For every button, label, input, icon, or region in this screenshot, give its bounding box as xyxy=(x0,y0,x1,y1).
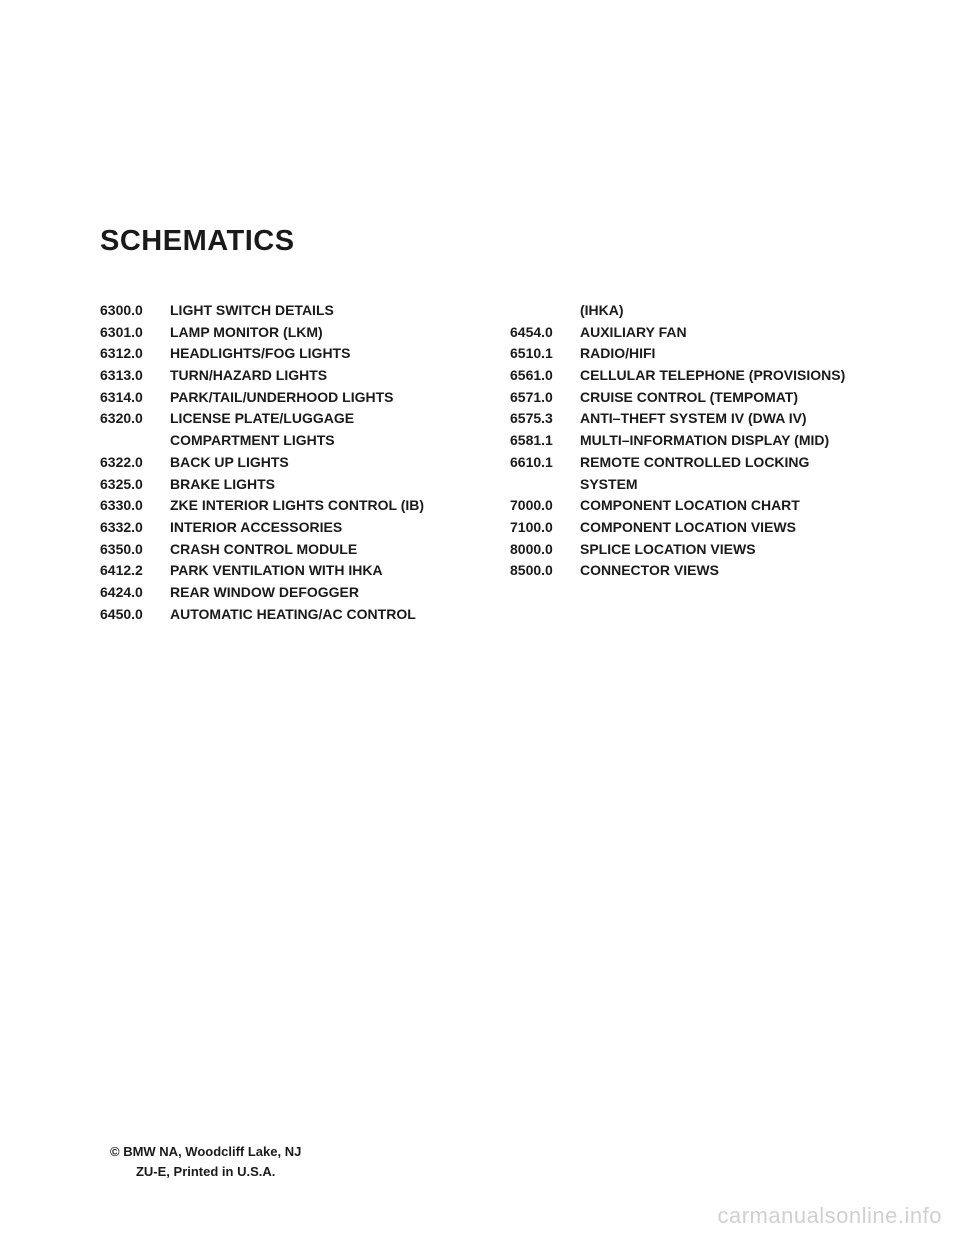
entry-label: LICENSE PLATE/LUGGAGE xyxy=(170,408,450,430)
schematic-entry: 6412.2PARK VENTILATION WITH IHKA xyxy=(100,560,450,582)
entry-label: LIGHT SWITCH DETAILS xyxy=(170,300,450,322)
entry-code: 6610.1 xyxy=(510,452,580,474)
schematic-entry: 6610.1REMOTE CONTROLLED LOCKING xyxy=(510,452,860,474)
schematic-entry: 6510.1RADIO/HIFI xyxy=(510,343,860,365)
schematic-entry: 6571.0CRUISE CONTROL (TEMPOMAT) xyxy=(510,387,860,409)
entry-label: ZKE INTERIOR LIGHTS CONTROL (IB) xyxy=(170,495,450,517)
schematic-entry: 6313.0TURN/HAZARD LIGHTS xyxy=(100,365,450,387)
entry-label: RADIO/HIFI xyxy=(580,343,860,365)
entry-code: 6581.1 xyxy=(510,430,580,452)
right-column: (IHKA)6454.0AUXILIARY FAN6510.1RADIO/HIF… xyxy=(510,300,860,625)
entry-label: HEADLIGHTS/FOG LIGHTS xyxy=(170,343,450,365)
page-title: SCHEMATICS xyxy=(100,225,860,258)
content-area: 6300.0LIGHT SWITCH DETAILS6301.0LAMP MON… xyxy=(100,300,860,625)
left-column: 6300.0LIGHT SWITCH DETAILS6301.0LAMP MON… xyxy=(100,300,450,625)
schematic-entry: 6575.3ANTI–THEFT SYSTEM IV (DWA IV) xyxy=(510,408,860,430)
entry-code: 6450.0 xyxy=(100,604,170,626)
entry-code: 6424.0 xyxy=(100,582,170,604)
entry-code: 8000.0 xyxy=(510,539,580,561)
schematic-entry: COMPARTMENT LIGHTS xyxy=(100,430,450,452)
schematic-entry: 6450.0AUTOMATIC HEATING/AC CONTROL xyxy=(100,604,450,626)
schematic-entry: 6320.0LICENSE PLATE/LUGGAGE xyxy=(100,408,450,430)
schematic-entry: 6312.0HEADLIGHTS/FOG LIGHTS xyxy=(100,343,450,365)
entry-label: PARK/TAIL/UNDERHOOD LIGHTS xyxy=(170,387,450,409)
schematic-entry: 6330.0ZKE INTERIOR LIGHTS CONTROL (IB) xyxy=(100,495,450,517)
entry-label: COMPONENT LOCATION CHART xyxy=(580,495,860,517)
entry-code: 6510.1 xyxy=(510,343,580,365)
entry-code: 6350.0 xyxy=(100,539,170,561)
entry-code: 6571.0 xyxy=(510,387,580,409)
entry-label: AUXILIARY FAN xyxy=(580,322,860,344)
entry-code: 6314.0 xyxy=(100,387,170,409)
entry-label: BACK UP LIGHTS xyxy=(170,452,450,474)
entry-label: BRAKE LIGHTS xyxy=(170,474,450,496)
entry-code: 7000.0 xyxy=(510,495,580,517)
entry-label: CONNECTOR VIEWS xyxy=(580,560,860,582)
schematic-entry: 7100.0COMPONENT LOCATION VIEWS xyxy=(510,517,860,539)
schematic-entry: 6424.0REAR WINDOW DEFOGGER xyxy=(100,582,450,604)
entry-code: 6330.0 xyxy=(100,495,170,517)
entry-code: 7100.0 xyxy=(510,517,580,539)
entry-label: SPLICE LOCATION VIEWS xyxy=(580,539,860,561)
entry-code: 6320.0 xyxy=(100,408,170,430)
schematic-entry: 6314.0PARK/TAIL/UNDERHOOD LIGHTS xyxy=(100,387,450,409)
footer-line-1: © BMW NA, Woodcliff Lake, NJ xyxy=(110,1142,301,1162)
entry-label: REAR WINDOW DEFOGGER xyxy=(170,582,450,604)
entry-label: PARK VENTILATION WITH IHKA xyxy=(170,560,450,582)
schematic-entry: 6332.0INTERIOR ACCESSORIES xyxy=(100,517,450,539)
entry-label: (IHKA) xyxy=(580,300,860,322)
entry-code: 6300.0 xyxy=(100,300,170,322)
entry-code: 8500.0 xyxy=(510,560,580,582)
entry-code: 6322.0 xyxy=(100,452,170,474)
entry-label: CRASH CONTROL MODULE xyxy=(170,539,450,561)
entry-label: SYSTEM xyxy=(580,474,860,496)
entry-code: 6575.3 xyxy=(510,408,580,430)
schematic-entry: 8000.0SPLICE LOCATION VIEWS xyxy=(510,539,860,561)
schematic-entry: 6350.0CRASH CONTROL MODULE xyxy=(100,539,450,561)
entry-code: 6561.0 xyxy=(510,365,580,387)
entry-code: 6325.0 xyxy=(100,474,170,496)
schematic-entry: 6301.0LAMP MONITOR (LKM) xyxy=(100,322,450,344)
entry-code: 6312.0 xyxy=(100,343,170,365)
entry-label: COMPARTMENT LIGHTS xyxy=(170,430,450,452)
schematic-entry: 6454.0AUXILIARY FAN xyxy=(510,322,860,344)
entry-label: INTERIOR ACCESSORIES xyxy=(170,517,450,539)
schematic-entry: 8500.0CONNECTOR VIEWS xyxy=(510,560,860,582)
entry-label: MULTI–INFORMATION DISPLAY (MID) xyxy=(580,430,860,452)
entry-code: 6301.0 xyxy=(100,322,170,344)
entry-label: LAMP MONITOR (LKM) xyxy=(170,322,450,344)
entry-label: CRUISE CONTROL (TEMPOMAT) xyxy=(580,387,860,409)
schematic-entry: 6300.0LIGHT SWITCH DETAILS xyxy=(100,300,450,322)
schematic-entry: (IHKA) xyxy=(510,300,860,322)
entry-label: COMPONENT LOCATION VIEWS xyxy=(580,517,860,539)
schematic-entry: 6322.0BACK UP LIGHTS xyxy=(100,452,450,474)
page-container: SCHEMATICS 6300.0LIGHT SWITCH DETAILS630… xyxy=(0,0,960,625)
entry-code: 6313.0 xyxy=(100,365,170,387)
footer-line-2: ZU-E, Printed in U.S.A. xyxy=(110,1162,301,1182)
entry-label: REMOTE CONTROLLED LOCKING xyxy=(580,452,860,474)
schematic-entry: 6561.0CELLULAR TELEPHONE (PROVISIONS) xyxy=(510,365,860,387)
entry-code: 6412.2 xyxy=(100,560,170,582)
entry-label: CELLULAR TELEPHONE (PROVISIONS) xyxy=(580,365,860,387)
entry-label: ANTI–THEFT SYSTEM IV (DWA IV) xyxy=(580,408,860,430)
schematic-entry: 6581.1MULTI–INFORMATION DISPLAY (MID) xyxy=(510,430,860,452)
footer: © BMW NA, Woodcliff Lake, NJ ZU-E, Print… xyxy=(110,1142,301,1181)
entry-code: 6332.0 xyxy=(100,517,170,539)
entry-label: AUTOMATIC HEATING/AC CONTROL xyxy=(170,604,450,626)
schematic-entry: 6325.0BRAKE LIGHTS xyxy=(100,474,450,496)
watermark: carmanualsonline.info xyxy=(717,1203,942,1229)
entry-code: 6454.0 xyxy=(510,322,580,344)
entry-label: TURN/HAZARD LIGHTS xyxy=(170,365,450,387)
schematic-entry: SYSTEM xyxy=(510,474,860,496)
schematic-entry: 7000.0COMPONENT LOCATION CHART xyxy=(510,495,860,517)
